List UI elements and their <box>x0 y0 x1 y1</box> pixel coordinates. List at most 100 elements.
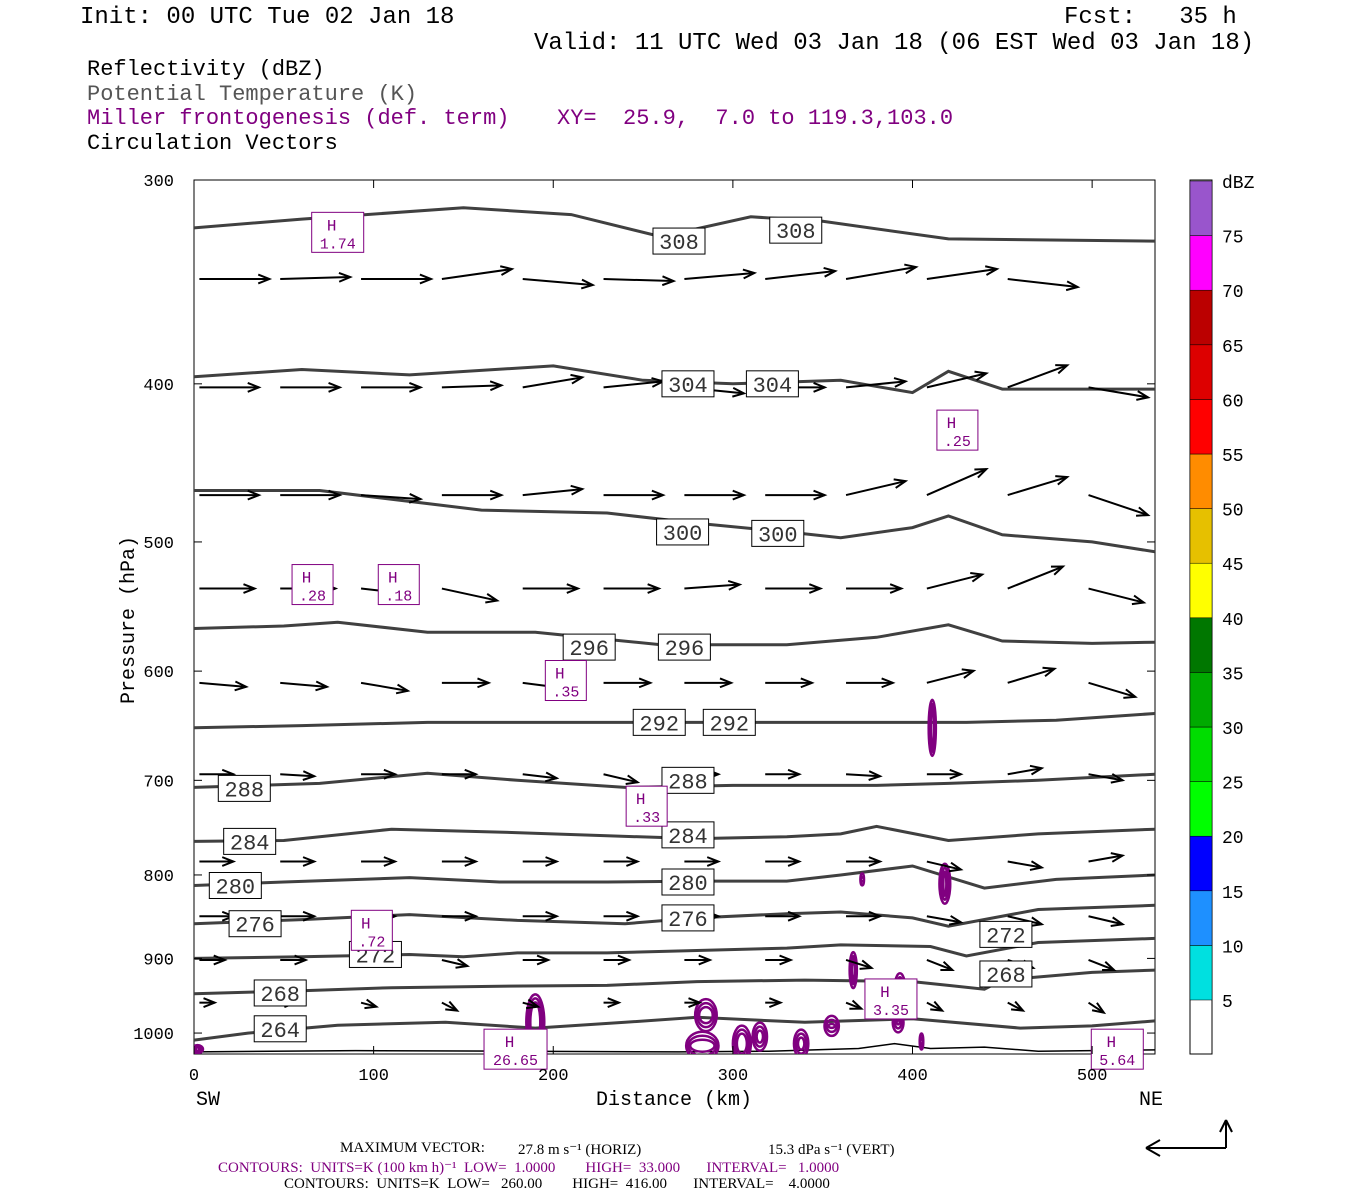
colorbar-label: 65 <box>1222 338 1244 358</box>
frontogenesis-contour <box>753 1025 767 1048</box>
circulation-vector <box>360 681 411 695</box>
theta-label-280: 280 <box>661 868 715 897</box>
circulation-vector <box>1007 278 1081 292</box>
circulation-vector <box>441 489 505 501</box>
theta-label-288: 288 <box>217 774 271 803</box>
frontogenesis-contour <box>918 1038 925 1045</box>
theta-label-300: 300 <box>751 519 805 548</box>
circulation-vector <box>845 263 919 281</box>
x-tick-label: 0 <box>189 1067 199 1086</box>
colorbar-swatch <box>1189 726 1213 782</box>
circulation-vector <box>765 997 784 1009</box>
circulation-vector <box>199 273 273 285</box>
circulation-vector <box>441 677 492 689</box>
theta-label-276: 276 <box>661 904 715 933</box>
frontogenesis-contour <box>940 866 950 902</box>
circulation-vector <box>765 266 838 281</box>
footer-contours-theta: CONTOURS: UNITS=K LOW= 260.00 HIGH= 416.… <box>284 1176 830 1192</box>
circulation-vector <box>603 489 666 501</box>
circulation-vector <box>926 265 1000 281</box>
circulation-vector <box>1007 1000 1026 1012</box>
circulation-vector <box>360 998 379 1010</box>
circulation-vector <box>360 493 424 504</box>
circulation-vector <box>845 377 909 389</box>
circulation-vector <box>765 489 828 501</box>
svg-text:304: 304 <box>668 374 708 399</box>
legend-theta: Potential Temperature (K) <box>87 82 418 107</box>
frontogenesis-contour <box>733 1028 751 1054</box>
circulation-vector <box>280 770 317 781</box>
svg-text:H: H <box>880 984 890 1002</box>
legend-vectors: Circulation Vectors <box>87 131 338 156</box>
colorbar-label: 70 <box>1222 283 1244 303</box>
circulation-vector <box>845 999 864 1010</box>
circulation-vector <box>441 587 500 604</box>
theta-label-276: 276 <box>228 910 282 939</box>
circulation-vector <box>603 275 677 287</box>
theta-contour-272 <box>194 936 1155 960</box>
colorbar-label: 30 <box>1222 720 1244 740</box>
theta-label-280: 280 <box>208 872 262 901</box>
plot-frame <box>193 179 1156 1055</box>
circulation-vector <box>1088 494 1151 517</box>
theta-label-304: 304 <box>745 370 799 399</box>
circulation-vector <box>199 856 237 867</box>
frontogenesis-contour <box>895 1019 901 1026</box>
colorbar-swatch <box>1189 289 1213 346</box>
circulation-vector <box>846 856 883 867</box>
circulation-vector <box>199 583 258 594</box>
circulation-vector <box>280 856 317 867</box>
circulation-vector <box>522 856 560 867</box>
circulation-vector <box>441 958 471 969</box>
circulation-vector <box>765 768 802 780</box>
valid-time: Valid: 11 UTC Wed 03 Jan 18 (06 EST Wed … <box>534 30 1255 57</box>
circulation-vector <box>603 910 641 922</box>
colorbar-label: 5 <box>1222 993 1233 1013</box>
svg-text:284: 284 <box>668 825 708 850</box>
circulation-vector <box>684 579 743 591</box>
circulation-vector <box>845 959 875 970</box>
frontogenesis-contour <box>684 1030 720 1054</box>
colorbar-swatch <box>1189 344 1213 400</box>
svg-text:H: H <box>327 217 337 235</box>
frontogenesis-contour <box>827 1022 837 1030</box>
theta-label-288: 288 <box>661 766 715 795</box>
x-axis-label: Distance (km) <box>596 1089 752 1112</box>
circulation-vector <box>603 677 654 689</box>
svg-text:288: 288 <box>668 770 708 795</box>
circulation-vector <box>603 997 622 1009</box>
legend-xy: XY= 25.9, 7.0 to 119.3,103.0 <box>557 106 954 131</box>
svg-text:296: 296 <box>569 637 609 662</box>
svg-text:H: H <box>361 915 371 933</box>
x-tick-label: 300 <box>718 1067 749 1086</box>
colorbar-label: 50 <box>1222 502 1244 522</box>
svg-text:300: 300 <box>663 522 703 547</box>
svg-text:268: 268 <box>986 964 1026 989</box>
y-tick-label: 500 <box>143 535 174 554</box>
circulation-vector <box>684 997 703 1009</box>
frontogenesis-contour <box>755 1029 765 1044</box>
svg-text:272: 272 <box>986 924 1026 949</box>
circulation-vector <box>199 382 262 393</box>
circulation-vector <box>684 856 722 867</box>
circulation-vector <box>280 910 317 922</box>
frontogenesis-max-1.74: H1.74 <box>311 211 365 253</box>
frontogenesis-max-.28: H.28 <box>291 564 334 606</box>
theta-label-296: 296 <box>562 633 616 662</box>
circulation-vector <box>603 773 641 785</box>
circulation-vector <box>926 467 989 496</box>
colorbar-swatch <box>1189 672 1213 728</box>
svg-text:3.35: 3.35 <box>873 1003 909 1020</box>
colorbar-label: 25 <box>1222 775 1244 795</box>
circulation-vector <box>1007 860 1045 871</box>
svg-text:300: 300 <box>758 523 798 548</box>
reference-vector-icon <box>1145 1119 1233 1157</box>
forecast-hour: Fcst: 35 h <box>1064 4 1237 31</box>
svg-text:280: 280 <box>216 876 256 901</box>
circulation-vector <box>926 370 990 389</box>
svg-text:.18: .18 <box>385 589 412 606</box>
y-tick-label: 1000 <box>133 1026 174 1045</box>
circulation-vector <box>280 680 330 692</box>
svg-text:H: H <box>1106 1034 1116 1052</box>
colorbar-swatch <box>1189 180 1213 236</box>
